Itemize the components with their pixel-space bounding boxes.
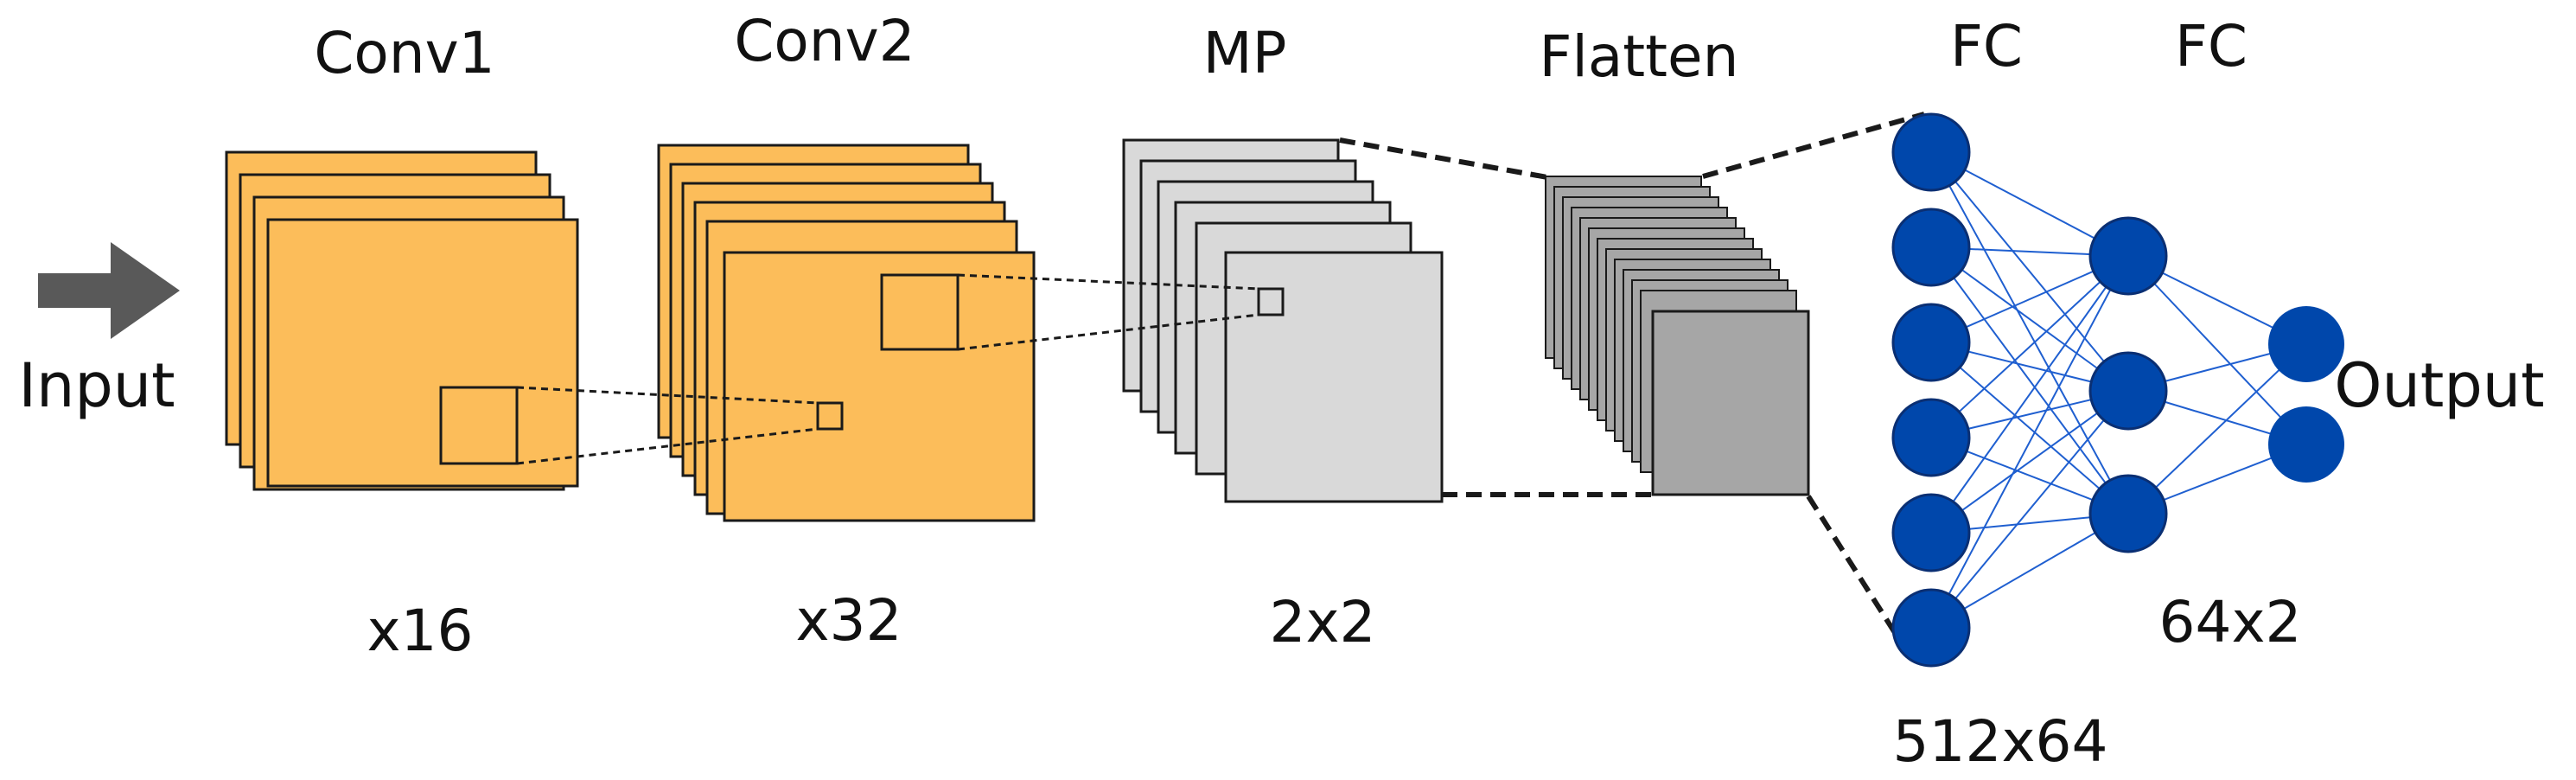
fc-edge <box>1930 255 2129 438</box>
conv2-kernel-window <box>880 273 960 351</box>
fc-edge <box>1930 390 2129 629</box>
fc1-node <box>1891 398 1971 477</box>
flatten-map-front <box>1651 310 1810 496</box>
projection-line <box>516 386 819 405</box>
conv1-caption: x16 <box>367 598 473 664</box>
mp-feature-maps <box>1122 138 1444 503</box>
conv1-title: Conv1 <box>314 20 494 86</box>
fc2-node <box>2088 351 2168 431</box>
mp-target-cell <box>1257 287 1285 316</box>
fc-edge <box>2127 255 2307 445</box>
fc1-caption: 512x64 <box>1892 708 2107 775</box>
fc2-node <box>2088 216 2168 296</box>
connector-line <box>1339 137 1548 180</box>
input-label: Input <box>18 350 175 421</box>
output-label: Output <box>2334 350 2544 421</box>
fc2-title: FC <box>2175 13 2248 80</box>
conv1-kernel-window <box>439 386 519 465</box>
fc2-node <box>2088 474 2168 553</box>
fc-edge <box>1930 246 2129 392</box>
input-arrow-icon <box>38 242 180 339</box>
flatten-title: Flatten <box>1540 23 1739 90</box>
conv1-feature-maps <box>225 150 579 491</box>
conv2-map-front <box>723 251 1036 522</box>
flatten-maps <box>1545 176 1810 496</box>
fc1-node <box>1891 588 1971 668</box>
mp-caption: 2x2 <box>1269 589 1375 655</box>
conv2-caption: x32 <box>795 587 902 654</box>
fc-edge <box>1930 151 2129 392</box>
fc-edge <box>1930 246 2129 515</box>
fc-edge <box>1930 342 2129 515</box>
fc1-title: FC <box>1950 13 2023 80</box>
output-node <box>2268 406 2344 483</box>
mp-map-front <box>1224 251 1444 503</box>
fc1-node <box>1891 493 1971 572</box>
mp-title: MP <box>1203 20 1287 86</box>
fc2-caption: 64x2 <box>2158 589 2301 655</box>
projection-line <box>957 273 1259 291</box>
conv1-map-front <box>266 218 579 488</box>
fc-edge <box>1930 255 2129 534</box>
fc-edge <box>1930 390 2129 534</box>
fc-nodes <box>1891 112 2344 668</box>
projection-line <box>957 313 1259 351</box>
fc1-node <box>1891 303 1971 382</box>
fc1-node <box>1891 112 1971 192</box>
conv2-target-cell <box>816 401 844 431</box>
fc-edge <box>2127 343 2307 515</box>
fc1-node <box>1891 208 1971 287</box>
projection-line <box>516 427 819 465</box>
connector-line <box>1702 112 1925 179</box>
fc-edge <box>1930 151 2129 515</box>
output-node <box>2268 306 2344 382</box>
conv2-feature-maps <box>657 144 1036 522</box>
conv2-title: Conv2 <box>734 8 915 74</box>
fc-edge <box>1930 255 2129 629</box>
